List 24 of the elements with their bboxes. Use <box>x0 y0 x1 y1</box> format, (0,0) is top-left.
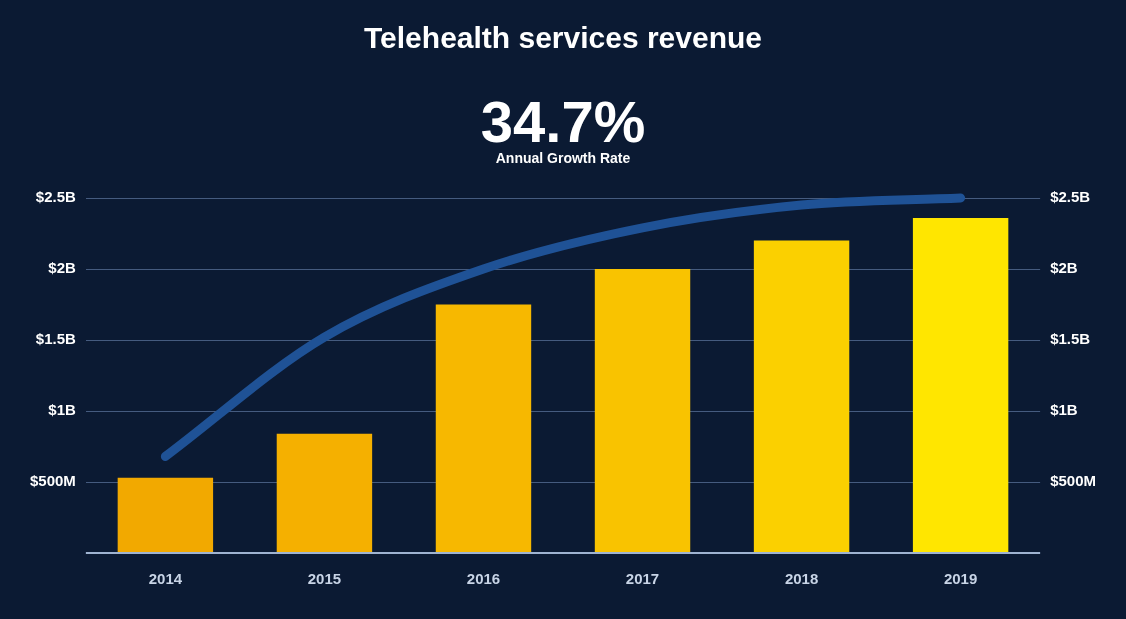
y2-tick-label: $1B <box>1050 401 1078 419</box>
x-tick-label: 2016 <box>466 570 501 588</box>
y2-tick-label: $1.5B <box>1050 330 1091 348</box>
bar <box>753 240 850 553</box>
y-tick-label: $500M <box>29 472 76 490</box>
x-tick-label: 2018 <box>784 570 819 588</box>
x-tick-label: 2017 <box>625 570 660 588</box>
x-tick-label: 2015 <box>307 570 342 588</box>
bar <box>276 433 373 553</box>
x-tick-label: 2019 <box>943 570 978 588</box>
bar <box>594 269 691 553</box>
y-tick-label: $1B <box>48 401 77 419</box>
bar <box>912 217 1009 553</box>
bar <box>435 304 532 553</box>
x-tick-label: 2014 <box>148 570 183 588</box>
y-tick-label: $2B <box>48 259 77 277</box>
y2-tick-label: $2.5B <box>1050 188 1091 206</box>
chart-title: Telehealth services revenue <box>364 21 762 55</box>
y2-tick-label: $500M <box>1050 472 1097 490</box>
y2-tick-label: $2B <box>1050 259 1078 277</box>
y-tick-label: $1.5B <box>35 330 77 348</box>
y-tick-label: $2.5B <box>35 188 77 206</box>
text: Annual Growth Rate <box>495 150 631 166</box>
bar <box>117 477 214 553</box>
